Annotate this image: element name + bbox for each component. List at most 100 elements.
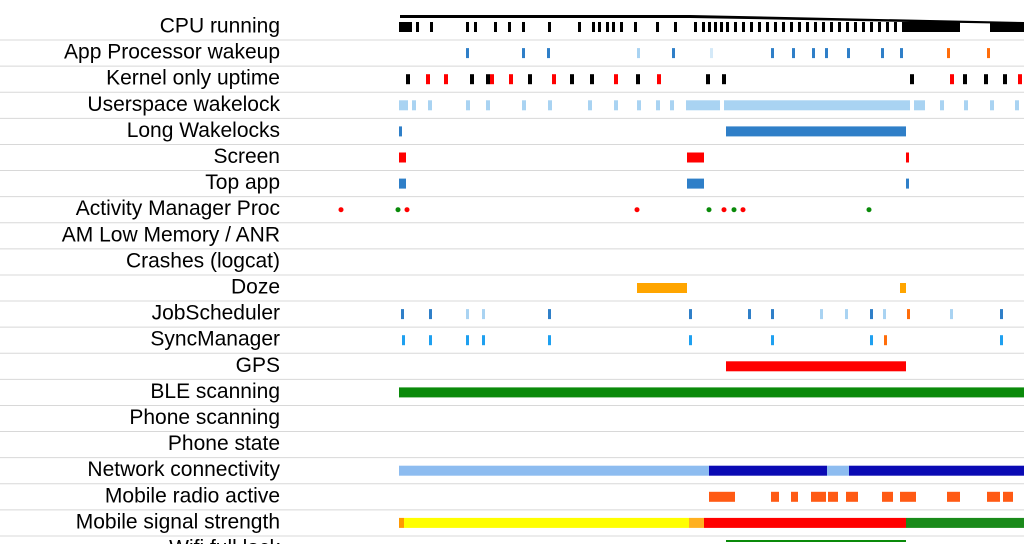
timeline-segment [466, 100, 470, 111]
timeline-segment [910, 74, 914, 85]
event-dot [731, 207, 737, 213]
timeline-segment [508, 22, 511, 32]
timeline-segment [906, 178, 909, 189]
event-dot [721, 207, 727, 213]
timeline-segment [634, 22, 637, 32]
event-dot [706, 207, 712, 213]
timeline-segment [399, 100, 408, 111]
timeline-segment [724, 100, 910, 111]
timeline-segment [399, 387, 1024, 398]
timeline-segment [710, 48, 713, 59]
timeline-segment [940, 100, 944, 111]
timeline-segment [399, 465, 709, 476]
timeline-segment [830, 22, 833, 32]
timeline-segment [399, 517, 404, 528]
timeline-segment [1018, 74, 1022, 85]
timeline-segment [670, 100, 674, 111]
timeline-segment [726, 126, 906, 137]
timeline-segment [790, 22, 793, 32]
timeline-segment [822, 22, 825, 32]
timeline-segment [771, 491, 779, 502]
timeline-segment [812, 48, 815, 59]
row-label: Userspace wakelock [87, 93, 280, 116]
timeline-segment [862, 22, 865, 32]
timeline-segment [1003, 491, 1013, 502]
timeline-segment [494, 22, 497, 32]
timeline-segment [884, 335, 887, 346]
timeline-segment [838, 22, 841, 32]
row-label: AM Low Memory / ANR [62, 223, 280, 246]
timeline-segment [963, 74, 967, 85]
timeline-segment [399, 152, 406, 163]
timeline-segment [614, 74, 618, 85]
timeline-segment [548, 335, 551, 346]
timeline-segment [470, 74, 474, 85]
timeline-segment [720, 22, 723, 32]
timeline-segment [656, 100, 660, 111]
timeline-segment [886, 22, 889, 32]
timeline-segment [444, 74, 448, 85]
timeline-segment [847, 48, 850, 59]
timeline-segment [588, 100, 592, 111]
timeline-segment [964, 100, 968, 111]
timeline-segment [828, 491, 838, 502]
timeline-segment [881, 48, 884, 59]
timeline-segment [798, 22, 801, 32]
timeline-segment [825, 48, 828, 59]
timeline-segment [706, 74, 710, 85]
timeline-segment [820, 309, 823, 320]
timeline-segment [758, 22, 761, 32]
timeline-segment [399, 178, 406, 189]
timeline-segment [430, 22, 433, 32]
event-dot [404, 207, 410, 213]
timeline-segment [399, 22, 412, 32]
timeline-segment [766, 22, 769, 32]
timeline-segment [947, 491, 960, 502]
timeline-segment [590, 74, 594, 85]
row-label: GPS [236, 354, 280, 377]
timeline-segment [689, 309, 692, 320]
timeline-segment [846, 491, 858, 502]
event-dot [338, 207, 344, 213]
row-label: Long Wakelocks [127, 119, 280, 142]
timeline-segment [771, 48, 774, 59]
timeline-segment [748, 309, 751, 320]
timeline-segment [791, 491, 798, 502]
timeline-segment [870, 335, 873, 346]
timeline-segment [774, 22, 777, 32]
timeline-segment [612, 22, 615, 32]
timeline-segment [547, 48, 550, 59]
row-label: Doze [231, 276, 280, 299]
timeline-segment [870, 22, 873, 32]
timeline-segment [412, 100, 416, 111]
timeline-segment [702, 22, 705, 32]
timeline-segment [592, 22, 595, 32]
event-dot [866, 207, 872, 213]
timeline-segment [742, 22, 745, 32]
timeline-segment [950, 74, 954, 85]
timeline-segment [509, 74, 513, 85]
timeline-segment [404, 517, 689, 528]
timeline-segment [466, 309, 469, 320]
timeline-segment [598, 22, 601, 32]
timeline-segment [429, 335, 432, 346]
timeline-segment [811, 491, 826, 502]
row-label: Kernel only uptime [106, 67, 280, 90]
timeline-segment [474, 22, 477, 32]
timeline-segment [906, 152, 909, 163]
timeline-segment [522, 22, 525, 32]
timeline-segment [726, 361, 906, 372]
row-label: Network connectivity [87, 458, 280, 481]
timeline-segment [750, 22, 753, 32]
timeline-segment [657, 74, 661, 85]
timeline-segment [771, 335, 774, 346]
timeline-segment [771, 309, 774, 320]
timeline-segment [722, 74, 726, 85]
timeline-segment [1000, 309, 1003, 320]
row-label: SyncManager [150, 328, 280, 351]
timeline-segment [466, 48, 469, 59]
timeline-segment [637, 100, 641, 111]
timeline-segment [637, 48, 640, 59]
timeline-segment [814, 22, 817, 32]
timeline-segment [687, 178, 704, 189]
